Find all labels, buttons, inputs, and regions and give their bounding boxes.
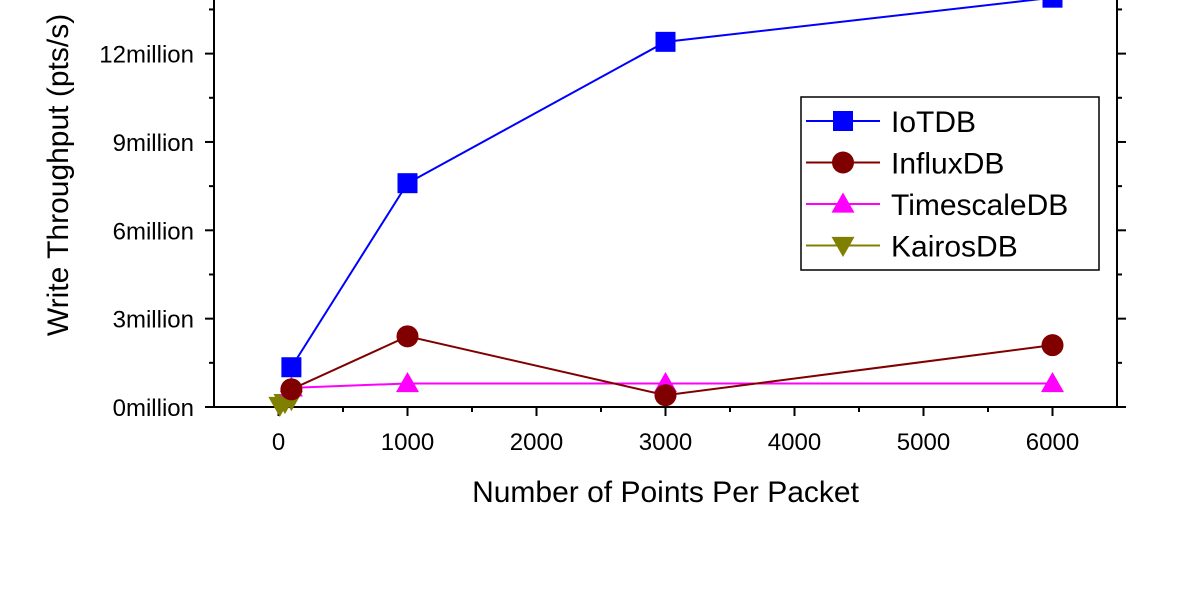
legend-label: TimescaleDB xyxy=(891,189,1068,222)
y-tick-label: 3million xyxy=(113,307,194,334)
data-point-timescaledb xyxy=(1041,371,1064,393)
x-tick-label: 2000 xyxy=(510,429,563,456)
y-tick-label: 12million xyxy=(99,42,194,69)
data-point-iotdb xyxy=(1042,0,1063,8)
series-line-iotdb xyxy=(290,0,1041,368)
legend-label: InfluxDB xyxy=(891,148,1004,181)
data-point-influxdb xyxy=(1041,334,1064,357)
data-point-influxdb xyxy=(654,384,677,407)
data-point-influxdb xyxy=(280,378,303,401)
x-axis-title: Number of Points Per Packet xyxy=(472,476,860,509)
y-tick-label: 9million xyxy=(113,130,194,157)
data-point-iotdb xyxy=(397,173,418,194)
y-axis-title: Write Throughput (pts/s) xyxy=(42,14,75,336)
x-tick-label: 6000 xyxy=(1026,429,1079,456)
series-line-timescaledb xyxy=(291,382,1053,389)
data-point-iotdb xyxy=(281,357,302,378)
legend-marker xyxy=(833,111,853,131)
x-tick-label: 5000 xyxy=(897,429,950,456)
legend-marker xyxy=(832,151,854,174)
x-tick-label: 1000 xyxy=(381,429,434,456)
y-tick-label: 6million xyxy=(113,218,194,245)
legend-label: IoTDB xyxy=(891,106,976,139)
series-line-influxdb xyxy=(290,335,1053,397)
x-tick-label: 4000 xyxy=(768,429,821,456)
data-point-timescaledb xyxy=(396,371,419,393)
legend-marker xyxy=(831,236,855,257)
data-point-iotdb xyxy=(655,31,676,52)
y-tick-label: 0million xyxy=(113,395,194,422)
x-tick-label: 0 xyxy=(272,429,285,456)
data-point-influxdb xyxy=(396,325,419,348)
legend-marker xyxy=(831,192,855,213)
legend-label: KairosDB xyxy=(891,231,1018,264)
x-tick-label: 3000 xyxy=(639,429,692,456)
